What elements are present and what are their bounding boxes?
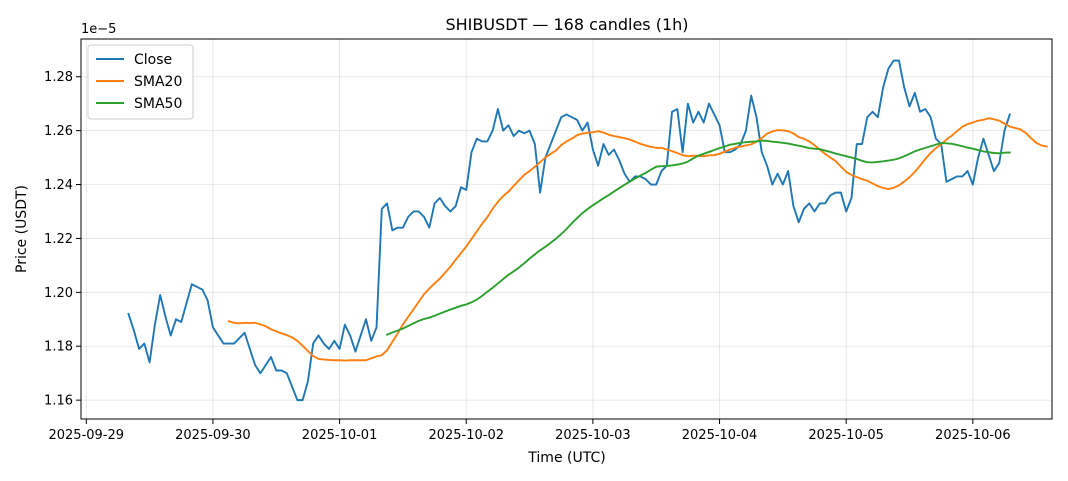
x-tick-label: 2025-10-01	[302, 428, 378, 443]
x-tick-label: 2025-10-03	[555, 428, 631, 443]
series-line-sma50	[385, 139, 1011, 336]
grid	[81, 39, 1052, 419]
legend-label: Close	[134, 52, 172, 68]
y-tick-label: 1.16	[44, 394, 73, 409]
y-tick-label: 1.20	[44, 286, 73, 301]
x-tick-label: 2025-10-06	[935, 428, 1011, 443]
x-axis: 2025-09-29 2025-09-30 2025-10-01 2025-10-02…	[48, 419, 1011, 443]
plot-frame	[80, 38, 1053, 420]
y-tick-label: 1.18	[44, 340, 73, 355]
legend-label: SMA50	[134, 96, 182, 112]
x-tick-label: 2025-10-04	[682, 428, 758, 443]
y-tick-label: 1.26	[44, 124, 73, 139]
x-axis-label: Time (UTC)	[527, 450, 605, 466]
legend: Close SMA20 SMA50	[87, 44, 194, 120]
y-multiplier-label: 1e−5	[81, 22, 116, 37]
x-tick-label: 2025-09-29	[48, 428, 124, 443]
y-tick-label: 1.24	[44, 178, 73, 193]
y-tick-label: 1.28	[44, 70, 73, 85]
series-line-close	[127, 59, 1011, 402]
y-axis-label: Price (USDT)	[14, 185, 30, 273]
y-axis: 1.16 1.18 1.20 1.22 1.24 1.26 1.28	[44, 70, 81, 409]
series-line-sma20	[227, 117, 1048, 362]
chart-title: SHIBUSDT — 168 candles (1h)	[445, 15, 688, 34]
legend-frame	[87, 44, 194, 120]
y-tick-label: 1.22	[44, 232, 73, 247]
x-tick-label: 2025-10-05	[808, 428, 884, 443]
x-tick-label: 2025-10-02	[428, 428, 504, 443]
legend-label: SMA20	[134, 74, 182, 90]
series-layer	[127, 59, 1048, 402]
x-tick-label: 2025-09-30	[175, 428, 251, 443]
